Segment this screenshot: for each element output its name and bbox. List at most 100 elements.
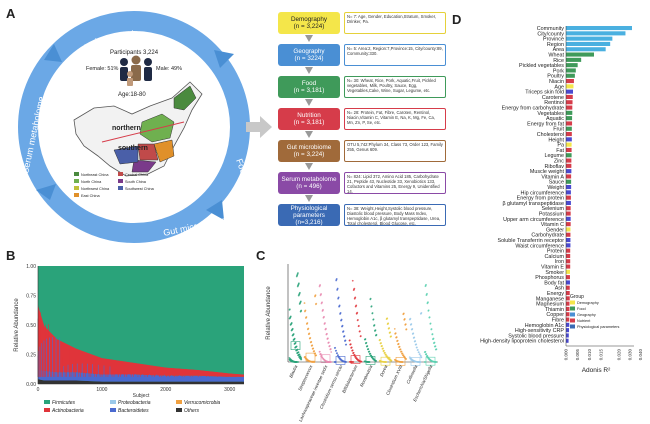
r2-bar bbox=[566, 211, 571, 216]
abundance-point bbox=[339, 313, 341, 315]
variable-label: Smoker bbox=[545, 270, 564, 276]
abundance-point bbox=[370, 356, 373, 359]
abundance-point bbox=[329, 348, 332, 351]
abundance-point bbox=[314, 295, 316, 298]
abundance-point bbox=[366, 348, 369, 351]
abundance-point bbox=[325, 333, 328, 336]
genus-label: Dorea bbox=[379, 364, 389, 377]
variable-label: Gender bbox=[546, 227, 564, 233]
variable-label: Manganese bbox=[536, 296, 564, 302]
variable-label: Vitamin A bbox=[541, 174, 564, 180]
abundance-point bbox=[321, 356, 324, 359]
r2-bar bbox=[566, 84, 574, 89]
abundance-point bbox=[384, 361, 387, 363]
down-arrow-icon bbox=[305, 67, 313, 74]
x-tick-label: 0.000 bbox=[564, 349, 569, 361]
abundance-point bbox=[418, 353, 421, 356]
abundance-point bbox=[373, 330, 376, 332]
abundance-point bbox=[303, 310, 306, 313]
r2-bar bbox=[566, 312, 570, 317]
female-label: Female: 51% bbox=[86, 66, 119, 72]
r2-bar bbox=[566, 200, 571, 205]
legend-label: Bacteroidetes bbox=[118, 408, 149, 414]
abundance-point bbox=[326, 338, 329, 340]
abundance-point bbox=[434, 348, 437, 351]
variable-label: Energy from protein bbox=[517, 196, 564, 202]
variable-label: Poultry bbox=[547, 74, 564, 80]
box-plot bbox=[305, 352, 316, 362]
abundance-point bbox=[289, 359, 291, 362]
r2-bar bbox=[566, 153, 572, 158]
abundance-point bbox=[335, 352, 338, 355]
genus-label: Bifidobacterium bbox=[341, 364, 358, 394]
variable-label: Magnesium bbox=[536, 302, 564, 308]
map-label-southern: southern bbox=[118, 145, 148, 152]
map-region-east bbox=[153, 139, 175, 163]
abundance-point bbox=[374, 334, 377, 337]
variable-label: Region bbox=[547, 42, 564, 48]
variable-label: Pork bbox=[553, 68, 564, 74]
r2-bar bbox=[566, 121, 573, 126]
x-tick-label: 0.020 bbox=[616, 349, 621, 361]
box-plot bbox=[320, 354, 331, 364]
abundance-point bbox=[330, 351, 333, 353]
box-plot bbox=[365, 356, 376, 365]
r2-bar bbox=[566, 147, 572, 152]
category-description: N= 38: Weight,Height,Systolic blood pres… bbox=[344, 204, 446, 226]
category-header: Gut microbiome (n = 3,224) bbox=[278, 140, 340, 162]
abundance-point bbox=[380, 345, 383, 348]
variable-label: Energy from fat bbox=[527, 121, 564, 127]
variable-label: Copper bbox=[546, 312, 564, 318]
abundance-point bbox=[389, 335, 392, 338]
abundance-point bbox=[321, 310, 324, 312]
r2-bar bbox=[566, 68, 576, 73]
r2-bar bbox=[566, 333, 569, 338]
abundance-point bbox=[409, 323, 412, 326]
x-tick-label: 0.010 bbox=[587, 349, 592, 361]
abundance-point bbox=[304, 317, 307, 319]
abundance-point bbox=[385, 355, 388, 358]
category-description: OTU 5,742:Phylum 34, Class 73, Order 123… bbox=[344, 140, 446, 162]
down-arrow-icon bbox=[305, 99, 313, 106]
variable-label: Age bbox=[554, 84, 564, 90]
variable-label: β glutamyl transpeptidase bbox=[502, 201, 564, 207]
r2-bar bbox=[566, 105, 573, 110]
r2-bar bbox=[566, 264, 571, 269]
abundance-point bbox=[320, 302, 323, 305]
abundance-point bbox=[288, 308, 291, 311]
down-arrow-icon bbox=[305, 35, 313, 42]
abundance-point bbox=[417, 351, 420, 354]
abundance-point bbox=[411, 333, 414, 335]
map-label-northern: northern bbox=[112, 125, 141, 132]
abundance-point bbox=[295, 275, 298, 278]
down-arrow-icon bbox=[305, 195, 313, 202]
variable-label: Muscle weight bbox=[530, 169, 565, 175]
r2-bar bbox=[566, 285, 570, 290]
abundance-point bbox=[386, 323, 389, 326]
category-title: Serum metabolome bbox=[281, 176, 337, 183]
abundance-point bbox=[318, 285, 321, 288]
abundance-point bbox=[432, 338, 434, 341]
abundance-point bbox=[427, 358, 430, 360]
abundance-point bbox=[315, 303, 317, 306]
legend-label: Firmicutes bbox=[52, 400, 76, 406]
category-count: (n = 3224) bbox=[294, 55, 324, 62]
abundance-point bbox=[299, 310, 302, 313]
r2-bar bbox=[566, 291, 570, 296]
r2-bar bbox=[566, 169, 572, 174]
category-description: N= 30: Wheat, Rice, Pork, Aquatic,Fruit,… bbox=[344, 76, 446, 98]
x-tick-label: 0.040 bbox=[638, 349, 643, 361]
abundance-point bbox=[291, 334, 294, 337]
down-arrow-icon bbox=[305, 163, 313, 170]
region-legend-swatch bbox=[74, 179, 79, 183]
category-count: (n = 3,181) bbox=[293, 119, 325, 126]
category-header: Food (n = 3,181) bbox=[278, 76, 340, 98]
category-title: Demography bbox=[290, 16, 328, 23]
abundance-point bbox=[336, 289, 339, 291]
category-title: Food bbox=[301, 80, 317, 87]
box-plot bbox=[335, 356, 346, 365]
r2-bar bbox=[566, 57, 582, 62]
genus-label: Clostridium XVIII bbox=[385, 364, 404, 396]
legend-label: Food bbox=[577, 307, 586, 311]
category-header: Geography (n = 3224) bbox=[278, 44, 340, 66]
